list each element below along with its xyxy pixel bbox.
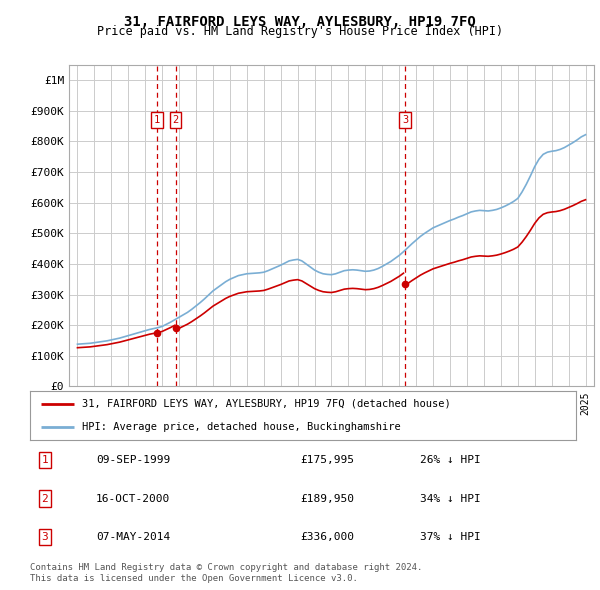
Text: 09-SEP-1999: 09-SEP-1999 — [96, 455, 170, 465]
Text: 1: 1 — [41, 455, 49, 465]
Text: 3: 3 — [402, 115, 408, 125]
Text: 2: 2 — [41, 494, 49, 503]
Text: 16-OCT-2000: 16-OCT-2000 — [96, 494, 170, 503]
Text: HPI: Average price, detached house, Buckinghamshire: HPI: Average price, detached house, Buck… — [82, 422, 401, 432]
Text: 31, FAIRFORD LEYS WAY, AYLESBURY, HP19 7FQ (detached house): 31, FAIRFORD LEYS WAY, AYLESBURY, HP19 7… — [82, 399, 451, 409]
Text: £189,950: £189,950 — [300, 494, 354, 503]
Text: 34% ↓ HPI: 34% ↓ HPI — [420, 494, 481, 503]
Text: 1: 1 — [154, 115, 160, 125]
Text: 3: 3 — [41, 532, 49, 542]
Text: 37% ↓ HPI: 37% ↓ HPI — [420, 532, 481, 542]
Text: 31, FAIRFORD LEYS WAY, AYLESBURY, HP19 7FQ: 31, FAIRFORD LEYS WAY, AYLESBURY, HP19 7… — [124, 15, 476, 29]
Text: 07-MAY-2014: 07-MAY-2014 — [96, 532, 170, 542]
Text: 2: 2 — [172, 115, 179, 125]
Text: 26% ↓ HPI: 26% ↓ HPI — [420, 455, 481, 465]
Text: Contains HM Land Registry data © Crown copyright and database right 2024.
This d: Contains HM Land Registry data © Crown c… — [30, 563, 422, 583]
Text: Price paid vs. HM Land Registry's House Price Index (HPI): Price paid vs. HM Land Registry's House … — [97, 25, 503, 38]
Text: £336,000: £336,000 — [300, 532, 354, 542]
Text: £175,995: £175,995 — [300, 455, 354, 465]
